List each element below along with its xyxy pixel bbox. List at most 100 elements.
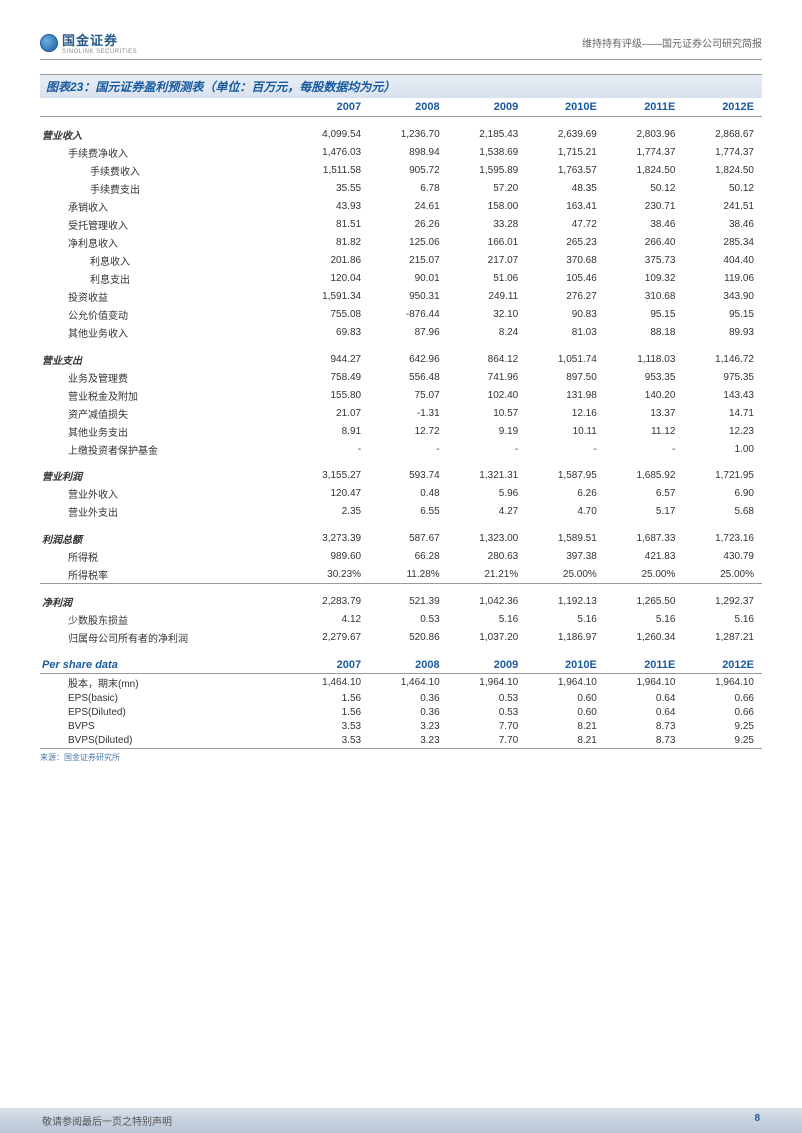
cell-value: 14.71 [683,404,762,422]
table-row: 净利息收入81.82125.06166.01265.23266.40285.34 [40,234,762,252]
row-label: EPS(Diluted) [40,706,291,720]
cell-value: 375.73 [605,252,684,270]
cell-value: 758.49 [291,368,370,386]
cell-value: 48.35 [526,180,605,198]
cell-value: 897.50 [526,368,605,386]
cell-value: 2,283.79 [291,584,370,611]
cell-value: 397.38 [526,547,605,565]
year-header-row: 2007 2008 2009 2010E 2011E 2012E [40,98,762,117]
cell-value: 30.23% [291,565,370,584]
cell-value: 24.61 [369,198,448,216]
cell-value: 87.96 [369,324,448,342]
cell-value: 2,868.67 [683,117,762,144]
cell-value: 755.08 [291,306,370,324]
row-label: 投资收益 [40,288,291,306]
cell-value: 587.67 [369,521,448,548]
cell-value: 95.15 [683,306,762,324]
cell-value: 155.80 [291,386,370,404]
cell-value: 10.11 [526,422,605,440]
table-row: 营业外支出2.356.554.274.705.175.68 [40,503,762,521]
cell-value: 8.73 [605,734,684,749]
row-label: 手续费支出 [40,180,291,198]
cell-value: 105.46 [526,270,605,288]
cell-value: 25.00% [683,565,762,584]
cell-value: 370.68 [526,252,605,270]
cell-value: 1.00 [683,440,762,458]
row-label: 手续费净收入 [40,144,291,162]
per-share-year: 2011E [605,647,684,674]
row-label: 其他业务收入 [40,324,291,342]
cell-value: 593.74 [369,458,448,485]
row-label: 所得税率 [40,565,291,584]
cell-value: 12.72 [369,422,448,440]
cell-value: 1,287.21 [683,629,762,647]
cell-value: 430.79 [683,547,762,565]
cell-value: 75.07 [369,386,448,404]
cell-value: 2,639.69 [526,117,605,144]
cell-value: 12.16 [526,404,605,422]
cell-value: 8.24 [448,324,527,342]
cell-value: 2.35 [291,503,370,521]
cell-value: 6.26 [526,485,605,503]
cell-value: 26.26 [369,216,448,234]
table-row: 股本，期末(mn)1,464.101,464.101,964.101,964.1… [40,673,762,692]
cell-value: 864.12 [448,342,527,369]
cell-value: 12.23 [683,422,762,440]
cell-value: 8.91 [291,422,370,440]
table-row: 归属母公司所有者的净利润2,279.67520.861,037.201,186.… [40,629,762,647]
table-row: 受托管理收入81.5126.2633.2847.7238.4638.46 [40,216,762,234]
cell-value: 8.21 [526,720,605,734]
cell-value: 1,118.03 [605,342,684,369]
cell-value: 642.96 [369,342,448,369]
cell-value: 1,464.10 [369,673,448,692]
cell-value: 404.40 [683,252,762,270]
table-row: 资产减值损失21.07-1.3110.5712.1613.3714.71 [40,404,762,422]
cell-value: 38.46 [605,216,684,234]
row-label: 营业税金及附加 [40,386,291,404]
cell-value: 1,589.51 [526,521,605,548]
cell-value: -876.44 [369,306,448,324]
table-row: 营业收入4,099.541,236.702,185.432,639.692,80… [40,117,762,144]
table-row: 营业支出944.27642.96864.121,051.741,118.031,… [40,342,762,369]
cell-value: 0.64 [605,706,684,720]
logo-text-cn: 国金证券 [62,30,137,49]
cell-value: 1,824.50 [683,162,762,180]
cell-value: 5.16 [605,611,684,629]
table-row: 营业外收入120.470.485.966.266.576.90 [40,485,762,503]
cell-value: 131.98 [526,386,605,404]
cell-value: 1,964.10 [448,673,527,692]
cell-value: 241.51 [683,198,762,216]
per-share-year: 2009 [448,647,527,674]
row-label: 营业外支出 [40,503,291,521]
cell-value: 266.40 [605,234,684,252]
cell-value: 38.46 [683,216,762,234]
table-row: EPS(Diluted)1.560.360.530.600.640.66 [40,706,762,720]
table-row: 公允价值变动755.08-876.4432.1090.8395.1595.15 [40,306,762,324]
cell-value: 1,721.95 [683,458,762,485]
cell-value: 1,146.72 [683,342,762,369]
row-label: 净利润 [40,584,291,611]
cell-value: 10.57 [448,404,527,422]
cell-value: 989.60 [291,547,370,565]
row-label: 公允价值变动 [40,306,291,324]
row-label: 营业外收入 [40,485,291,503]
cell-value: 8.73 [605,720,684,734]
table-row: 净利润2,283.79521.391,042.361,192.131,265.5… [40,584,762,611]
cell-value: 81.51 [291,216,370,234]
table-row: 少数股东损益4.120.535.165.165.165.16 [40,611,762,629]
cell-value: 905.72 [369,162,448,180]
cell-value: 1,042.36 [448,584,527,611]
cell-value: 35.55 [291,180,370,198]
cell-value: 1,964.10 [683,673,762,692]
cell-value: 5.96 [448,485,527,503]
cell-value: 230.71 [605,198,684,216]
per-share-title: Per share data [40,647,291,674]
col-year: 2009 [448,98,527,117]
cell-value: 0.53 [448,692,527,706]
cell-value: 125.06 [369,234,448,252]
cell-value: 13.37 [605,404,684,422]
cell-value: 1,824.50 [605,162,684,180]
cell-value: 51.06 [448,270,527,288]
table-row: 营业利润3,155.27593.741,321.311,587.951,685.… [40,458,762,485]
cell-value: 1,236.70 [369,117,448,144]
